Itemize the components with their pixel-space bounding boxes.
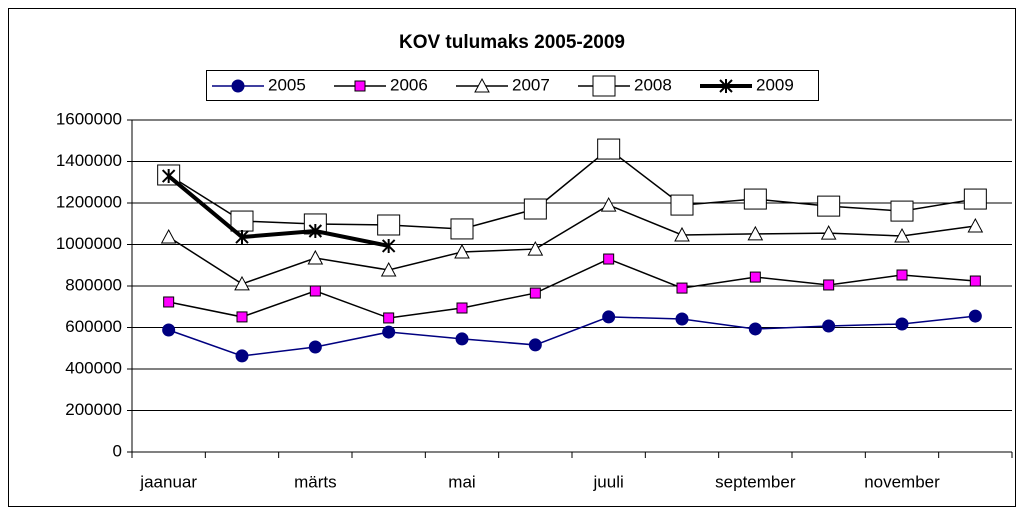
series xyxy=(157,138,987,240)
marker xyxy=(675,312,689,326)
marker xyxy=(895,317,909,331)
marker xyxy=(967,217,984,233)
line xyxy=(168,204,976,285)
x-tick-label: september xyxy=(715,472,796,491)
y-tick-label: 0 xyxy=(113,441,122,460)
marker xyxy=(820,225,837,240)
marker xyxy=(597,138,621,160)
marker xyxy=(676,282,688,294)
line xyxy=(168,315,976,357)
marker xyxy=(523,198,547,220)
marker xyxy=(308,340,322,354)
marker xyxy=(380,261,397,277)
marker xyxy=(603,253,615,265)
marker xyxy=(235,230,249,245)
legend-marker xyxy=(592,75,616,97)
y-tick-label: 800000 xyxy=(65,275,122,294)
marker xyxy=(968,309,982,323)
x-tick-label: jaanuar xyxy=(139,472,197,491)
legend-label: 2006 xyxy=(390,75,428,94)
y-tick-label: 200000 xyxy=(65,400,122,419)
x-tick-label: mai xyxy=(448,472,475,491)
marker xyxy=(602,310,616,324)
marker xyxy=(160,228,177,244)
marker xyxy=(747,225,764,241)
marker xyxy=(749,271,761,283)
marker xyxy=(969,275,981,287)
marker xyxy=(307,249,324,265)
y-tick-label: 1000000 xyxy=(56,234,122,253)
marker xyxy=(377,214,401,236)
x-tick-label: juuli xyxy=(593,472,624,491)
marker xyxy=(528,338,542,352)
line xyxy=(167,174,390,248)
marker xyxy=(234,275,250,291)
y-tick-label: 1400000 xyxy=(56,151,122,170)
marker xyxy=(162,323,176,337)
marker xyxy=(896,269,908,281)
marker xyxy=(382,325,396,339)
marker xyxy=(600,197,617,212)
legend-marker xyxy=(719,79,733,93)
line xyxy=(168,258,976,319)
series xyxy=(162,309,982,363)
series xyxy=(163,253,981,324)
marker xyxy=(309,285,321,297)
marker xyxy=(670,194,694,216)
legend-label: 2009 xyxy=(756,75,794,94)
legend-label: 2007 xyxy=(512,75,550,94)
y-tick-label: 400000 xyxy=(65,358,122,377)
marker xyxy=(894,227,910,243)
legend-marker xyxy=(474,77,490,93)
marker xyxy=(529,287,541,299)
marker xyxy=(308,224,323,239)
x-tick-label: märts xyxy=(294,472,337,491)
chart-title: KOV tulumaks 2005-2009 xyxy=(399,32,625,53)
y-tick-label: 1600000 xyxy=(56,109,122,128)
marker xyxy=(748,322,762,336)
marker xyxy=(822,319,836,333)
marker xyxy=(743,188,767,210)
marker xyxy=(823,279,835,291)
marker xyxy=(455,332,469,346)
series xyxy=(160,197,984,291)
marker xyxy=(456,302,468,314)
marker xyxy=(161,169,176,184)
legend-marker xyxy=(354,80,366,92)
marker xyxy=(527,241,544,256)
marker xyxy=(235,349,249,363)
legend-label: 2008 xyxy=(634,75,672,94)
marker xyxy=(454,243,470,259)
marker xyxy=(674,226,690,242)
marker xyxy=(963,188,987,210)
marker xyxy=(381,238,396,253)
marker xyxy=(236,311,248,323)
marker xyxy=(817,195,841,217)
legend-label: 2005 xyxy=(268,75,306,94)
marker xyxy=(450,218,474,240)
y-tick-label: 1200000 xyxy=(56,192,122,211)
marker xyxy=(890,200,914,222)
marker xyxy=(383,312,395,324)
legend-marker xyxy=(231,79,245,93)
series xyxy=(161,169,396,253)
x-tick-label: november xyxy=(864,472,940,491)
marker xyxy=(163,296,175,308)
line xyxy=(168,148,976,230)
y-tick-label: 600000 xyxy=(65,317,122,336)
